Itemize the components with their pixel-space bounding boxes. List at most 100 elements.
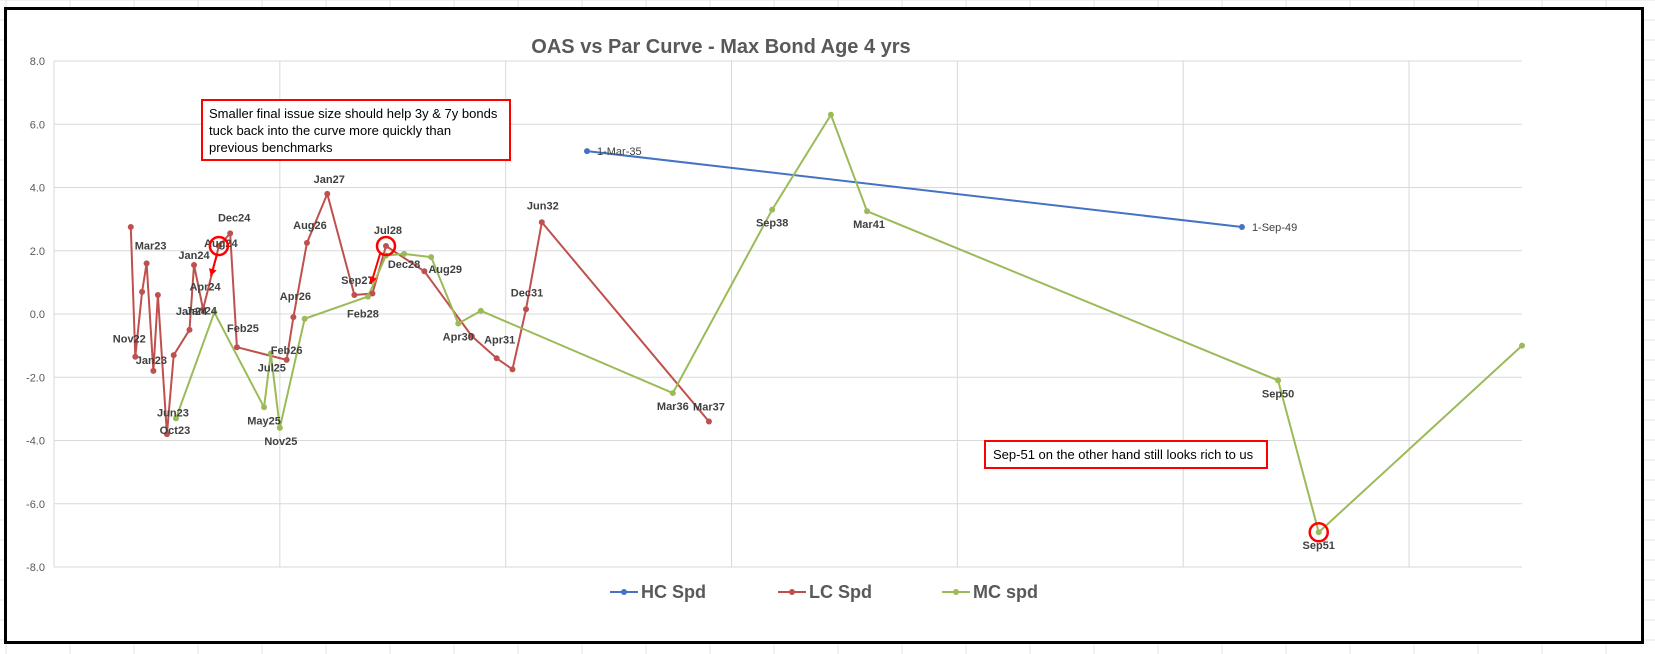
data-point-lc[interactable] xyxy=(163,431,170,438)
data-point-mc[interactable] xyxy=(261,404,268,411)
data-label-lc: Jun32 xyxy=(527,200,559,212)
data-label-lc: Feb26 xyxy=(271,345,303,357)
data-label-lc: Sep27 xyxy=(341,275,373,287)
data-point-mc[interactable] xyxy=(267,350,274,357)
legend-label-mc: MC spd xyxy=(973,582,1038,602)
chart-area[interactable]: 1-Mar-35 1-Sep-49 Nov22 Mar23 Jan23 Oct23 Jan2… xyxy=(4,7,1644,644)
series-line-hc[interactable] xyxy=(586,150,1243,229)
marker-layer xyxy=(127,111,1525,536)
legend-item-mc[interactable]: MC spd xyxy=(942,582,1038,602)
data-point-lc[interactable] xyxy=(200,306,207,313)
data-point-lc[interactable] xyxy=(215,243,222,250)
data-point-lc[interactable] xyxy=(132,353,139,360)
data-point-mc[interactable] xyxy=(1275,377,1282,384)
data-point-hc[interactable] xyxy=(583,148,590,155)
data-label-lc: Mar37 xyxy=(693,402,725,414)
data-label-mc: Feb28 xyxy=(347,309,379,321)
data-point-mc[interactable] xyxy=(401,250,408,257)
data-point-mc[interactable] xyxy=(827,111,834,118)
data-point-lc[interactable] xyxy=(493,355,500,362)
callout-text-line: tuck back into the curve more quickly th… xyxy=(209,123,451,138)
data-point-lc[interactable] xyxy=(324,190,331,197)
data-point-lc[interactable] xyxy=(154,292,161,299)
data-point-lc[interactable] xyxy=(303,239,310,246)
legend-marker-mc xyxy=(953,589,959,595)
data-point-lc[interactable] xyxy=(509,366,516,373)
data-point-lc[interactable] xyxy=(351,292,358,299)
data-point-lc[interactable] xyxy=(150,367,157,374)
legend-item-lc[interactable]: LC Spd xyxy=(778,582,872,602)
data-label-mc: Nov25 xyxy=(264,436,297,448)
data-point-lc[interactable] xyxy=(170,352,177,359)
data-label-lc: Apr31 xyxy=(484,334,515,346)
legend-label-hc: HC Spd xyxy=(641,582,706,602)
legend[interactable]: HC Spd LC Spd MC spd xyxy=(610,582,1038,602)
annotation-arrow xyxy=(208,254,218,277)
data-label-hc: 1-Sep-49 xyxy=(1252,222,1297,234)
data-label-layer: 1-Mar-35 1-Sep-49 Nov22 Mar23 Jan23 Oct23 Jan2… xyxy=(113,146,1335,552)
data-label-mc: Mar41 xyxy=(853,219,885,231)
data-point-mc[interactable] xyxy=(211,309,218,316)
data-point-mc[interactable] xyxy=(669,390,676,397)
data-point-lc[interactable] xyxy=(139,288,146,295)
data-label-mc: Sep38 xyxy=(756,218,788,230)
callout-box-sep51[interactable]: Sep-51 on the other hand still looks ric… xyxy=(984,440,1268,469)
callout-box-issue-size[interactable]: Smaller final issue size should help 3y … xyxy=(201,99,511,161)
chart-canvas: 1-Mar-35 1-Sep-49 Nov22 Mar23 Jan23 Oct23 Jan2… xyxy=(26,36,1525,602)
data-label-lc: Dec24 xyxy=(218,212,251,224)
data-point-lc[interactable] xyxy=(127,224,134,231)
y-tick-label: -2.0 xyxy=(26,372,45,384)
data-label-mc: Mar36 xyxy=(657,401,689,413)
data-label-lc: Apr26 xyxy=(280,291,311,303)
y-tick-label: 4.0 xyxy=(30,183,45,195)
data-point-lc[interactable] xyxy=(233,344,240,351)
legend-item-hc[interactable]: HC Spd xyxy=(610,582,706,602)
data-label-lc: Oct23 xyxy=(160,425,191,437)
highlight-circle xyxy=(1308,521,1329,543)
data-point-mc[interactable] xyxy=(455,320,462,327)
annotation-layer[interactable]: Smaller final issue size should help 3y … xyxy=(201,99,1329,543)
data-point-mc[interactable] xyxy=(364,293,371,300)
data-point-mc[interactable] xyxy=(769,206,776,213)
legend-marker-hc xyxy=(621,589,627,595)
data-point-hc[interactable] xyxy=(1238,224,1245,231)
y-tick-label: -6.0 xyxy=(26,499,45,511)
data-point-lc[interactable] xyxy=(191,261,198,268)
data-label-lc: Aug26 xyxy=(293,220,327,232)
data-point-mc[interactable] xyxy=(276,424,283,431)
data-label-lc: Mar23 xyxy=(135,240,167,252)
data-point-mc[interactable] xyxy=(428,254,435,261)
data-label-lc: Feb25 xyxy=(227,323,259,335)
data-point-lc[interactable] xyxy=(283,356,290,363)
data-point-lc[interactable] xyxy=(369,290,376,297)
data-point-lc[interactable] xyxy=(290,314,297,321)
series-line-mc[interactable] xyxy=(175,113,1523,534)
data-point-lc[interactable] xyxy=(382,243,389,250)
data-point-mc[interactable] xyxy=(301,315,308,322)
y-tick-label: -4.0 xyxy=(26,436,45,448)
data-label-lc: Nov22 xyxy=(113,334,146,346)
chart-title: OAS vs Par Curve - Max Bond Age 4 yrs xyxy=(531,36,910,58)
data-point-mc[interactable] xyxy=(1519,342,1525,349)
data-point-mc[interactable] xyxy=(477,307,484,314)
data-label-lc: Jan23 xyxy=(136,355,167,367)
data-point-lc[interactable] xyxy=(227,230,234,237)
legend-label-lc: LC Spd xyxy=(809,582,872,602)
data-point-mc[interactable] xyxy=(1315,529,1322,536)
data-label-mc: Apr30 xyxy=(443,331,474,343)
data-point-lc[interactable] xyxy=(705,418,712,425)
data-point-lc[interactable] xyxy=(421,268,428,275)
data-point-lc[interactable] xyxy=(468,333,475,340)
data-point-mc[interactable] xyxy=(864,208,871,215)
data-point-lc[interactable] xyxy=(523,306,530,313)
data-point-mc[interactable] xyxy=(172,415,179,422)
callout-border xyxy=(201,99,511,161)
data-label-lc: Jan24 xyxy=(176,306,208,318)
data-label-mc: Jun23 xyxy=(157,407,189,419)
data-label-mc: Sep50 xyxy=(1262,388,1294,400)
data-point-lc[interactable] xyxy=(143,260,150,267)
data-point-lc[interactable] xyxy=(538,219,545,226)
data-point-lc[interactable] xyxy=(186,326,193,333)
series-line-lc[interactable] xyxy=(129,192,710,436)
y-tick-label: -8.0 xyxy=(26,562,45,574)
